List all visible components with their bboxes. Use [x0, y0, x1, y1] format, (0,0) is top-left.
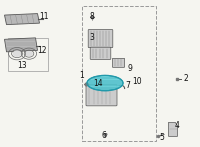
FancyBboxPatch shape [86, 85, 117, 106]
Text: 2: 2 [184, 74, 188, 83]
Circle shape [25, 51, 33, 56]
FancyBboxPatch shape [88, 30, 113, 48]
Polygon shape [168, 122, 178, 136]
Text: 7: 7 [125, 81, 130, 91]
Text: 6: 6 [101, 131, 106, 141]
Text: 1: 1 [79, 71, 84, 80]
Text: 12: 12 [37, 46, 46, 55]
FancyBboxPatch shape [90, 47, 111, 59]
Text: 9: 9 [127, 64, 132, 73]
FancyBboxPatch shape [112, 58, 125, 67]
Bar [8, 38, 48, 71]
Text: 5: 5 [159, 133, 164, 142]
Polygon shape [4, 38, 38, 52]
Polygon shape [5, 14, 40, 25]
Circle shape [13, 50, 21, 57]
Text: 11: 11 [39, 12, 48, 21]
Text: 10: 10 [132, 77, 142, 86]
Text: 8: 8 [89, 12, 94, 21]
Text: 14: 14 [94, 78, 103, 88]
Text: 13: 13 [17, 61, 27, 70]
Text: 3: 3 [89, 33, 94, 42]
Ellipse shape [87, 75, 123, 91]
Text: 4: 4 [175, 121, 180, 130]
Bar [82, 6, 156, 141]
